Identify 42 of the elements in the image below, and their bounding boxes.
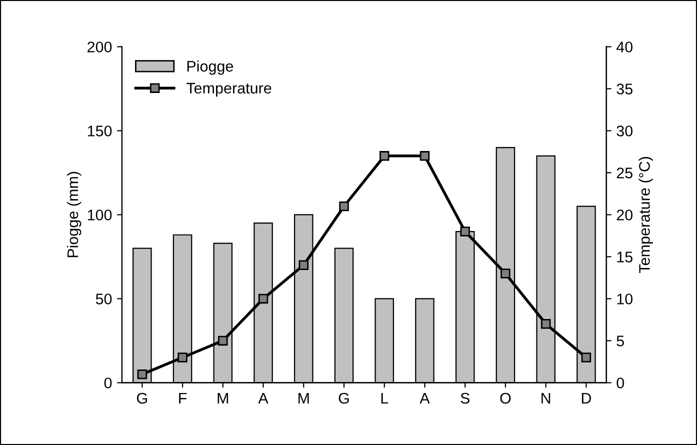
point [581, 352, 592, 362]
y2-tick-label: 10 [617, 294, 633, 304]
legend-label: Temperature [186, 82, 272, 97]
point [500, 268, 510, 278]
x-tick-label: D [582, 392, 591, 404]
point [218, 336, 228, 346]
x-tick-label: M [298, 392, 309, 404]
point [460, 226, 470, 236]
point [420, 151, 430, 161]
y2-tick-label: 15 [617, 252, 632, 262]
y2-tick-label: 25 [616, 168, 632, 178]
y-tick-label: 150 [88, 126, 112, 136]
y2-tick-label: 35 [616, 84, 632, 94]
y2-tick-label: 40 [616, 42, 633, 52]
x-tick-label: F [179, 392, 187, 404]
y-tick-label: 0 [104, 378, 112, 388]
x-tick-label: A [258, 392, 268, 404]
y-tick-label: 100 [88, 210, 112, 220]
point [380, 151, 390, 161]
point [540, 319, 551, 329]
point [339, 201, 349, 212]
x-tick-label: M [218, 392, 228, 404]
point [298, 260, 308, 270]
y2-tick-label: 30 [616, 126, 633, 136]
y2-axis-title: Temperature (°C) [638, 156, 653, 274]
y2-tick-label: 5 [616, 336, 624, 346]
x-tick-label: S [460, 392, 470, 404]
x-tick-label: G [136, 392, 147, 404]
y-tick-label: 50 [96, 294, 112, 304]
point [258, 294, 268, 304]
y-axis-title: Piogge (mm) [66, 172, 82, 258]
point [178, 352, 188, 362]
x-tick-label: L [381, 392, 388, 404]
y2-tick-label: 20 [616, 210, 633, 220]
x-tick-label: A [420, 392, 430, 404]
y2-tick-label: 0 [616, 378, 624, 388]
x-tick-label: O [500, 392, 511, 404]
x-tick-label: G [338, 392, 349, 404]
y-tick-label: 200 [88, 42, 112, 52]
x-tick-label: N [542, 392, 550, 404]
legend-label: Piogge [187, 60, 234, 75]
point [137, 369, 148, 380]
